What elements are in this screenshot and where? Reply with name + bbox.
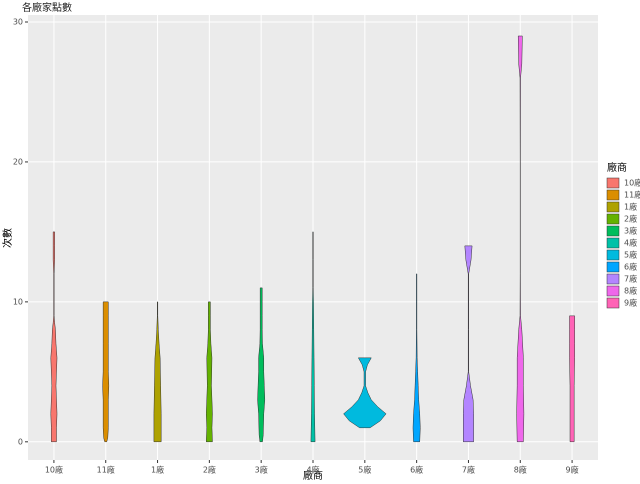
legend-label: 9廠 bbox=[624, 298, 637, 308]
legend-key bbox=[606, 177, 620, 189]
violin bbox=[257, 287, 266, 443]
legend-key bbox=[606, 189, 620, 201]
legend-key bbox=[606, 225, 620, 237]
y-tick-label: 30 bbox=[13, 17, 23, 26]
y-tick-label: 20 bbox=[13, 157, 23, 166]
violin bbox=[310, 231, 316, 443]
violin bbox=[153, 301, 162, 443]
legend-label: 4廠 bbox=[624, 238, 637, 248]
legend-key bbox=[606, 249, 620, 261]
legend-key bbox=[606, 273, 620, 285]
x-tick-label: 10廠 bbox=[45, 465, 63, 475]
violin bbox=[205, 301, 213, 443]
legend-key bbox=[606, 213, 620, 225]
x-tick-label: 1廠 bbox=[151, 465, 164, 475]
violin bbox=[412, 273, 421, 443]
legend-title: 廠商 bbox=[607, 161, 627, 174]
x-tick-label: 8廠 bbox=[514, 465, 527, 475]
legend-key bbox=[606, 285, 620, 297]
legend-label: 8廠 bbox=[624, 286, 637, 296]
x-tick-label: 7廠 bbox=[462, 465, 475, 475]
legend-key bbox=[606, 237, 620, 249]
legend-label: 7廠 bbox=[624, 274, 637, 284]
x-tick-label: 3廠 bbox=[255, 465, 268, 475]
legend-label: 1廠 bbox=[624, 202, 637, 212]
y-axis-label: 次數 bbox=[1, 228, 14, 248]
x-tick-label: 11廠 bbox=[97, 465, 115, 475]
violin bbox=[102, 301, 110, 443]
violin bbox=[516, 35, 525, 443]
legend-label: 10廠 bbox=[624, 178, 640, 188]
chart-title: 各廠家點數 bbox=[22, 1, 72, 14]
legend-label: 5廠 bbox=[624, 250, 637, 260]
x-axis-label: 廠商 bbox=[303, 469, 323, 482]
legend-key bbox=[606, 201, 620, 213]
y-tick-label: 0 bbox=[18, 437, 23, 446]
x-tick-label: 2廠 bbox=[203, 465, 216, 475]
x-tick-label: 5廠 bbox=[358, 465, 371, 475]
legend-label: 11廠 bbox=[624, 190, 640, 200]
legend-label: 6廠 bbox=[624, 262, 637, 272]
legend-label: 3廠 bbox=[624, 226, 637, 236]
violin bbox=[463, 245, 474, 443]
y-tick-label: 10 bbox=[13, 297, 23, 306]
violin bbox=[50, 231, 58, 443]
x-tick-label: 4廠 bbox=[306, 465, 319, 475]
violin bbox=[343, 357, 387, 429]
x-tick-label: 6廠 bbox=[410, 465, 423, 475]
violin bbox=[569, 315, 575, 443]
x-tick-label: 9廠 bbox=[566, 465, 579, 475]
legend-key bbox=[606, 261, 620, 273]
legend-label: 2廠 bbox=[624, 214, 637, 224]
legend-key bbox=[606, 297, 620, 309]
